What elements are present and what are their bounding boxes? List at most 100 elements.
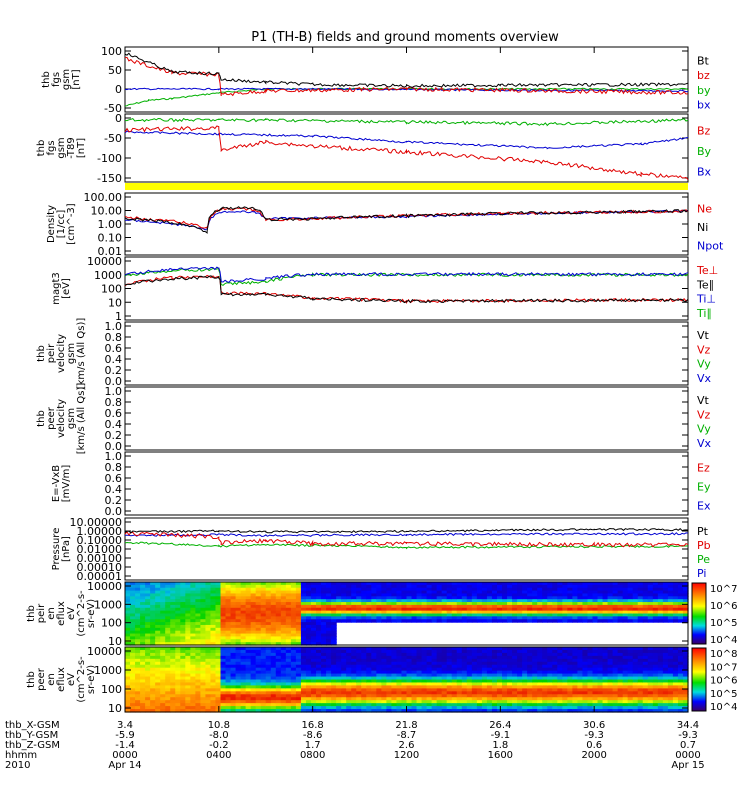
spectrogram-cell (326, 593, 332, 597)
spectrogram-cell (682, 688, 689, 692)
spectrogram-cell (592, 607, 599, 612)
spectrogram-cell (577, 604, 584, 609)
y-axis-label: velocity (56, 399, 67, 438)
spectrogram-cell (461, 703, 468, 707)
spectrogram-cell (532, 682, 538, 686)
spectrogram-cell (215, 590, 222, 595)
spectrogram-cell (215, 633, 222, 638)
spectrogram-cell (145, 655, 151, 660)
spectrogram-cell (476, 670, 483, 675)
spectrogram-cell (627, 691, 634, 695)
spectrogram-cell (346, 652, 352, 657)
spectrogram-cell (326, 709, 332, 713)
spectrogram-cell (331, 582, 337, 586)
spectrogram-cell (386, 694, 393, 698)
spectrogram-cell (125, 642, 131, 646)
spectrogram-cell (336, 703, 342, 707)
spectrogram-cell (155, 661, 161, 666)
spectrogram-cell (175, 642, 181, 646)
spectrogram-cell (351, 679, 357, 684)
spectrogram-cell (627, 647, 634, 651)
spectrogram-cell (140, 622, 146, 626)
spectrogram-cell (622, 670, 629, 675)
spectrogram-cell (617, 682, 624, 686)
spectrogram-cell (537, 688, 543, 692)
spectrogram-cell (582, 694, 589, 698)
spectrogram-cell (250, 613, 257, 617)
spectrogram-cell (210, 649, 217, 654)
spectrogram-cell (632, 673, 639, 678)
spectrogram-cell (130, 685, 136, 689)
spectrogram-cell (632, 647, 639, 651)
spectrogram-cell (336, 652, 342, 657)
spectrogram-cell (572, 619, 579, 623)
spectrogram-cell (471, 587, 478, 592)
spectrogram-cell (245, 670, 252, 675)
spectrogram-cell (657, 616, 664, 620)
spectrogram-cell (461, 658, 468, 663)
spectrogram-cell (627, 590, 634, 595)
spectrogram-cell (125, 602, 131, 606)
spectrogram-cell (275, 679, 282, 684)
y-tick-label: 0.00010 (77, 561, 123, 574)
spectrogram-cell (662, 649, 669, 654)
spectrogram-cell (446, 593, 453, 597)
spectrogram-cell (185, 607, 191, 612)
spectrogram-cell (642, 599, 649, 603)
spectrogram-cell (517, 607, 523, 612)
spectrogram-cell (496, 670, 503, 675)
spectrogram-cell (421, 676, 428, 681)
spectrogram-cell (496, 673, 503, 678)
spectrogram-cell (321, 616, 327, 620)
spectrogram-cell (371, 697, 377, 701)
spectrogram-cell (507, 619, 513, 623)
spectrogram-cell (205, 636, 212, 640)
spectrogram-cell (527, 685, 533, 689)
spectrogram-cell (321, 627, 327, 632)
spectrogram-cell (331, 652, 337, 657)
spectrogram-cell (180, 691, 186, 695)
spectrogram-cell (165, 676, 171, 681)
spectrogram-cell (637, 652, 644, 657)
spectrogram-cell (441, 658, 448, 663)
spectrogram-cell (602, 647, 609, 651)
spectrogram-cell (491, 706, 498, 710)
spectrogram-cell (481, 679, 488, 684)
spectrogram-cell (406, 709, 413, 713)
spectrogram-cell (436, 604, 443, 609)
spectrogram-cell (295, 647, 302, 651)
spectrogram-cell (250, 602, 257, 606)
spectrogram-cell (336, 587, 342, 592)
spectrogram-cell (170, 676, 176, 681)
spectrogram-cell (125, 709, 131, 713)
spectrogram-cell (622, 703, 629, 707)
spectrogram-cell (220, 667, 227, 672)
spectrogram-cell (180, 664, 186, 669)
spectrogram-cell (471, 670, 478, 675)
spectrogram-cell (647, 664, 654, 669)
spectrogram-cell (682, 610, 689, 615)
spectrogram-cell (160, 636, 166, 640)
spectrogram-cell (125, 694, 131, 698)
spectrogram-cell (617, 664, 624, 669)
spectrogram-cell (316, 682, 322, 686)
spectrogram-cell (396, 596, 403, 600)
spectrogram-cell (622, 676, 629, 681)
spectrogram-cell (145, 667, 151, 672)
spectrogram-cell (426, 688, 433, 692)
spectrogram-cell (290, 706, 297, 710)
spectrogram-cell (517, 691, 523, 695)
spectrogram-cell (557, 667, 563, 672)
spectrogram-cell (426, 679, 433, 684)
spectrogram-cell (572, 582, 579, 586)
y-tick-label: -50 (104, 102, 122, 115)
spectrogram-cell (446, 670, 453, 675)
spectrogram-cell (557, 700, 563, 704)
spectrogram-cell (336, 691, 342, 695)
spectrogram-cell (552, 582, 558, 586)
spectrogram-cell (366, 655, 372, 660)
spectrogram-cell (662, 596, 669, 600)
spectrogram-cell (617, 670, 624, 675)
spectrogram-cell (240, 613, 247, 617)
spectrogram-cell (341, 587, 347, 592)
